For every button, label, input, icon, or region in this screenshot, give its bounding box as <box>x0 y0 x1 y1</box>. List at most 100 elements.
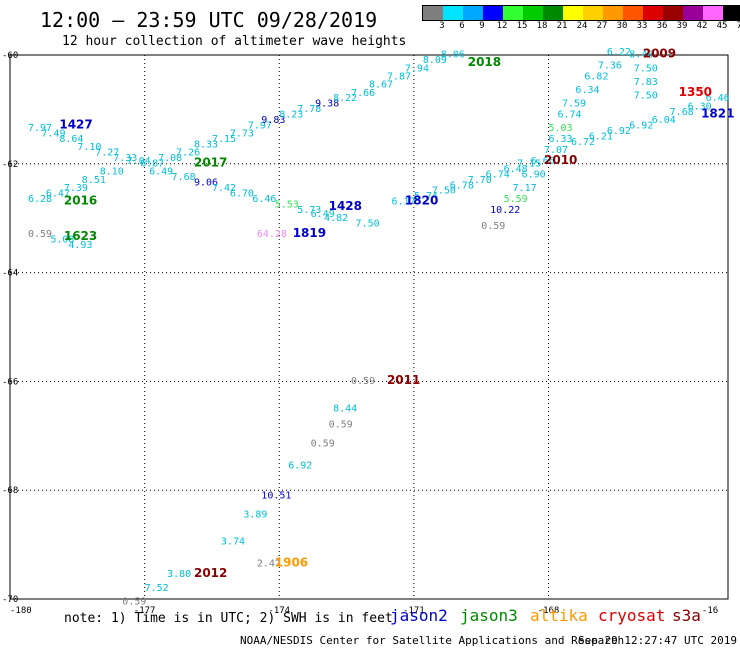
wave-height-point: 64.28 <box>257 229 287 240</box>
wave-height-point: 0.59 <box>122 596 146 607</box>
wave-height-point: 7.70 <box>468 175 492 186</box>
wave-height-point: 7.78 <box>297 104 321 115</box>
wave-height-point: 7.17 <box>513 183 537 194</box>
wave-height-point: 8.09 <box>423 55 447 66</box>
wave-height-point: 9.38 <box>315 99 339 110</box>
wave-height-point: 7.68 <box>670 107 694 118</box>
wave-height-point: 7.15 <box>517 159 541 170</box>
wave-height-point: 7.39 <box>64 183 88 194</box>
wave-height-point: 8.33 <box>194 139 218 150</box>
legend-label: 45 <box>716 21 728 31</box>
wave-height-point: 8.10 <box>100 167 124 178</box>
page-subtitle: 12 hour collection of altimeter wave hei… <box>62 34 407 49</box>
track-time-label: 1906 <box>275 555 308 569</box>
wave-height-point: 7.04 <box>127 156 151 167</box>
track-time-label: 2011 <box>387 373 420 387</box>
wave-height-point: 7.52 <box>145 583 169 594</box>
wave-height-point: 7.27 <box>95 148 119 159</box>
legend-swatch <box>563 6 583 20</box>
legend-swatch <box>463 6 483 20</box>
wave-height-point: 8.51 <box>82 175 106 186</box>
legend-swatch <box>663 6 683 20</box>
legend-label: 30 <box>616 21 628 31</box>
footer-timestamp: Sep 29 12:27:47 UTC 2019 <box>578 634 737 647</box>
wave-height-point: 6.92 <box>607 126 631 137</box>
legend-label: 27 <box>596 21 608 31</box>
wave-height-point: 7.97 <box>248 120 272 131</box>
wave-height-point: 0.59 <box>329 420 353 431</box>
legend-label: 6 <box>459 21 465 31</box>
satellite-jason3: jason3 <box>460 606 518 625</box>
wave-height-point: 4.82 <box>324 213 348 224</box>
wave-height-point: 6.04 <box>652 115 676 126</box>
wave-height-points: 7.977.498.647.107.277.337.046.877.087.26… <box>28 47 730 607</box>
track-time-label: 2018 <box>468 55 501 69</box>
footer-credit: NOAA/NESDIS Center for Satellite Applica… <box>240 634 625 647</box>
wave-height-point: 8.23 <box>279 110 303 121</box>
track-time-label: 1427 <box>59 117 92 131</box>
lat-axis-label: -66 <box>2 377 18 387</box>
legend-label: 21 <box>556 21 568 31</box>
wave-height-point: 5.03 <box>549 123 573 134</box>
wave-height-point: 8.46 <box>629 50 653 61</box>
wave-height-point: 7.87 <box>387 71 411 82</box>
wave-height-point: 6.90 <box>522 169 546 180</box>
legend-label: 70 <box>736 21 740 31</box>
wave-height-point: 6.82 <box>584 71 608 82</box>
wave-height-point: 0.59 <box>28 229 52 240</box>
track-time-label: 1623 <box>64 229 97 243</box>
legend-label: 18 <box>536 21 548 31</box>
wave-height-point: 7.50 <box>634 91 658 102</box>
wave-height-point: 3.89 <box>243 509 267 520</box>
wave-height-point: 7.50 <box>356 218 380 229</box>
legend-swatch <box>723 6 740 20</box>
wave-height-point: 6.47 <box>46 188 70 199</box>
legend-swatch <box>503 6 523 20</box>
wave-height-point: 5.53 <box>275 199 299 210</box>
legend-label: 33 <box>636 21 648 31</box>
wave-height-point: 6.49 <box>149 167 173 178</box>
wave-height-point: 6.28 <box>28 194 52 205</box>
wave-height-point: 6.21 <box>589 131 613 142</box>
wave-height-point: 7.10 <box>77 142 101 153</box>
wave-height-point: 7.33 <box>113 153 137 164</box>
axis-labels: -60 -62 -64 -66 -68 -70-180 -177 -174 -171 -168 -1… <box>2 51 718 616</box>
wave-height-point: 0.59 <box>311 439 335 450</box>
wave-height-point: 6.92 <box>288 460 312 471</box>
wave-height-point: 6.92 <box>629 120 653 131</box>
wave-height-point: 7.49 <box>41 129 65 140</box>
wave-height-point: 7.94 <box>405 63 429 74</box>
legend-label: 39 <box>676 21 688 31</box>
legend-label: 12 <box>496 21 508 31</box>
wave-height-point: 6.74 <box>557 110 581 121</box>
track-time-label: 1350 <box>679 85 712 99</box>
lon-axis-label: -168 <box>538 606 560 616</box>
wave-height-point: 7.68 <box>172 172 196 183</box>
wave-height-point: 6.17 <box>391 197 415 208</box>
track-time-label: 1819 <box>293 226 326 240</box>
wave-height-point: 8.22 <box>333 93 357 104</box>
track-time-label: 2010 <box>544 153 577 167</box>
legend-label: 15 <box>516 21 528 31</box>
wave-height-point: 8.67 <box>369 80 393 91</box>
wave-height-point: 9.06 <box>194 178 218 189</box>
map-frame <box>9 54 729 600</box>
wave-height-point: 8.44 <box>333 403 357 414</box>
track-time-label: 2017 <box>194 156 227 170</box>
legend-swatch <box>543 6 563 20</box>
wave-height-point: 7.42 <box>212 183 236 194</box>
wave-height-point: 7.73 <box>230 129 254 140</box>
satellite-jason2: jason2 <box>390 606 448 625</box>
track-time-label: 2009 <box>643 47 676 61</box>
wave-height-point: 0.59 <box>481 221 505 232</box>
wave-height-point: 6.78 <box>450 180 474 191</box>
track-time-label: 1820 <box>405 194 438 208</box>
wave-height-point: 6.66 <box>531 156 555 167</box>
legend-swatch <box>483 6 503 20</box>
lat-axis-label: -62 <box>2 160 18 170</box>
legend-swatch <box>603 6 623 20</box>
wave-height-point: 7.26 <box>176 148 200 159</box>
wave-height-point: 8.06 <box>441 50 465 61</box>
wave-height-point: 7.50 <box>634 63 658 74</box>
